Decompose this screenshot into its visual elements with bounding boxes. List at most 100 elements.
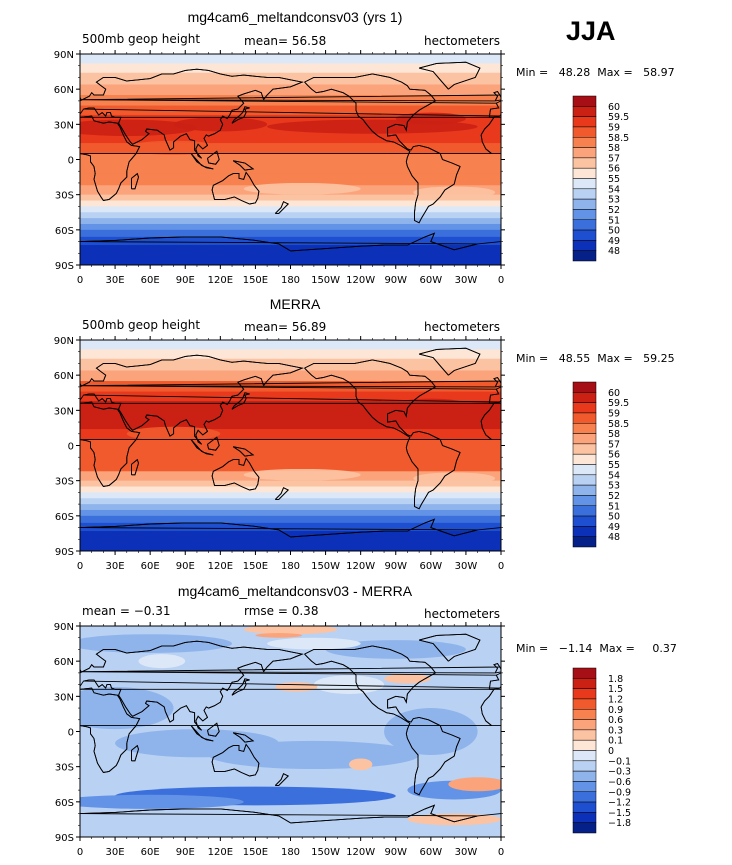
colorbar-box	[572, 402, 597, 414]
colorbar-box	[572, 719, 597, 731]
colorbar-label: 55	[608, 460, 620, 471]
colorbar-box	[572, 484, 597, 496]
lon-tick-label: 120E	[208, 847, 233, 858]
lon-tick-label: 120W	[346, 275, 375, 286]
lon-tick-label: 60W	[420, 561, 443, 572]
coastline	[0, 74, 39, 223]
lon-tick-label: 60E	[141, 561, 160, 572]
colorbar-box	[572, 760, 597, 772]
coastline	[553, 174, 560, 189]
colorbar-label: 0.3	[608, 725, 623, 736]
lon-tick-label: 180	[281, 847, 300, 858]
coastline	[80, 522, 291, 538]
lon-tick-label: 30E	[106, 275, 125, 286]
coastline	[0, 646, 39, 795]
coastline	[654, 161, 674, 170]
colorbar-label: 60	[608, 388, 620, 399]
coastline	[488, 672, 501, 690]
coastline	[633, 744, 680, 776]
coastline	[418, 633, 481, 662]
lon-tick-label: 60E	[141, 275, 160, 286]
lon-tick-label: 90W	[384, 275, 407, 286]
coastline	[625, 167, 634, 169]
lon-tick-label: 0	[498, 847, 504, 858]
colorbar-label: 58	[608, 143, 620, 154]
coastline	[203, 452, 214, 456]
colorbar-label: 54	[608, 470, 620, 481]
field-band	[80, 229, 501, 238]
colorbar-label: 56	[608, 450, 620, 461]
panel-1-right-label: hectometers	[424, 34, 500, 48]
lat-tick-label: 30N	[54, 120, 74, 131]
colorbar-box	[572, 729, 597, 741]
colorbar-label: 0.1	[608, 736, 623, 747]
coastline	[633, 172, 680, 204]
colorbar-box	[572, 526, 597, 537]
colorbar-box	[572, 381, 597, 393]
coastline	[231, 392, 250, 410]
coastline	[207, 436, 220, 451]
coastline	[290, 518, 501, 538]
coastline	[0, 348, 59, 375]
colorbar-box	[572, 116, 597, 128]
field-blob	[243, 182, 361, 195]
lon-tick-label: 90E	[176, 847, 195, 858]
lon-tick-label: 30W	[455, 275, 478, 286]
panel-2-title: MERRA	[269, 296, 321, 312]
colorbar-label: 58.5	[608, 419, 629, 430]
colorbar-box	[572, 229, 597, 241]
lon-tick-label: 150E	[243, 561, 268, 572]
colorbar-label: 59.5	[608, 398, 629, 409]
lat-tick-label: 30N	[54, 406, 74, 417]
lon-tick-label: 0	[77, 275, 83, 286]
field-band	[80, 84, 501, 96]
colorbar-label: 59	[608, 408, 620, 419]
lon-tick-label: 90E	[176, 275, 195, 286]
lon-tick-label: 180	[281, 561, 300, 572]
coastline	[131, 744, 139, 762]
colorbar-box	[572, 157, 597, 169]
colorbar-label: 48	[608, 532, 620, 543]
colorbar-label: 1.8	[608, 674, 623, 685]
field-band	[80, 105, 501, 116]
lon-tick-label: 120E	[208, 561, 233, 572]
coastline	[232, 732, 255, 743]
field-band	[80, 236, 501, 246]
field-band	[80, 194, 501, 202]
colorbar-label: 50	[608, 226, 620, 237]
coastline	[80, 96, 82, 101]
colorbar-box	[572, 812, 597, 823]
colorbar-label: 53	[608, 481, 620, 492]
coastlines	[0, 61, 680, 252]
coastline	[0, 360, 39, 509]
colorbar-box	[572, 198, 597, 210]
season-label: JJA	[566, 16, 616, 46]
field-blob	[448, 777, 501, 792]
field-band	[80, 515, 501, 524]
coastline	[0, 233, 57, 251]
lon-tick-label: 150E	[243, 275, 268, 286]
panel-1-title: mg4cam6_meltandconsv03 (yrs 1)	[187, 9, 403, 25]
lat-tick-label: 0	[68, 728, 74, 739]
field-band	[80, 498, 501, 505]
field-blob	[407, 813, 501, 826]
coastline	[232, 446, 255, 457]
lon-tick-label: 90E	[176, 561, 195, 572]
colorbar-box	[572, 667, 597, 679]
colorbar-box	[572, 443, 597, 455]
colorbar-box	[572, 688, 597, 700]
coastline	[80, 687, 141, 773]
coastline	[0, 74, 39, 223]
lon-tick-label: 0	[77, 561, 83, 572]
coastline	[211, 171, 260, 205]
lat-tick-label: 30N	[54, 692, 74, 703]
colorbar-box	[572, 250, 597, 262]
coastline	[80, 354, 304, 445]
field-band	[80, 391, 501, 402]
field-band	[80, 212, 501, 219]
field-blob	[384, 674, 431, 684]
colorbar-label: 52	[608, 205, 620, 216]
field-layer	[80, 54, 501, 265]
